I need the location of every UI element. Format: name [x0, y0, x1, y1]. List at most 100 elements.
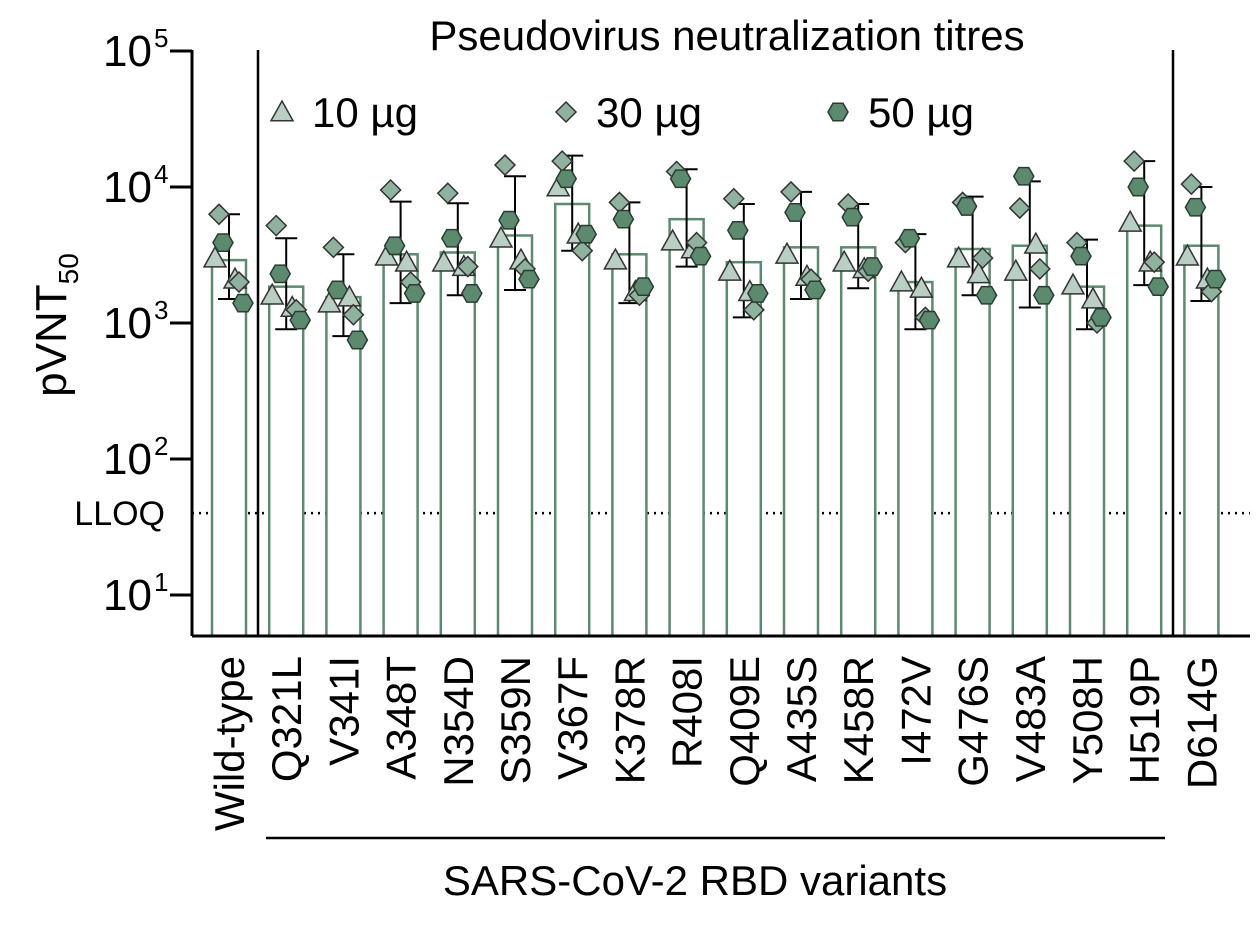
x-tick-label: V341I [320, 656, 367, 766]
data-point-hexagon [1032, 285, 1055, 305]
bar [1011, 244, 1049, 638]
bar [1068, 285, 1106, 638]
data-point-diamond [779, 180, 803, 203]
data-point-triangle [909, 275, 934, 298]
data-point-hexagon [689, 246, 712, 266]
data-point-hexagon [269, 264, 292, 284]
legend-marker-diamond [554, 100, 578, 124]
data-point-triangle [1080, 286, 1106, 309]
x-tick-label: V483A [1007, 656, 1054, 782]
x-tick-label: H519P [1121, 656, 1168, 784]
x-tick-label: K378R [606, 656, 653, 784]
x-tick-label: G476S [950, 656, 997, 787]
data-point-hexagon [326, 280, 349, 300]
x-tick-label: I472V [892, 656, 939, 766]
data-point-diamond [456, 255, 479, 278]
data-point-hexagon [1090, 307, 1112, 327]
bar [897, 280, 934, 638]
data-point-triangle [946, 245, 971, 268]
x-tick-label: S359N [492, 656, 539, 784]
bar [782, 246, 820, 638]
data-point-triangle [1023, 231, 1049, 254]
data-point-hexagon [1070, 246, 1092, 266]
y-axis-label-base: pVNT [27, 284, 76, 396]
data-point-hexagon [1127, 177, 1150, 197]
legend-marker-hexagon [827, 102, 849, 122]
bar [210, 258, 248, 638]
data-point-diamond [342, 303, 365, 326]
data-point-diamond [207, 203, 231, 226]
data-point-hexagon [232, 293, 254, 313]
data-point-hexagon [440, 228, 463, 248]
y-tick-exponent: 4 [154, 159, 168, 189]
chart-title: Pseudovirus neutralization titres [429, 12, 1024, 59]
x-tick-label: A435S [778, 656, 825, 782]
data-point-hexagon [1012, 166, 1035, 186]
data-point-diamond [571, 239, 594, 262]
y-tick-exponent: 2 [154, 431, 168, 461]
data-point-triangle [966, 261, 991, 284]
data-point-hexagon [383, 236, 406, 256]
bar [439, 251, 477, 638]
bar [839, 246, 877, 638]
y-tick-exponent: 5 [154, 23, 168, 53]
data-point-hexagon [346, 330, 369, 350]
data-point-triangle [1175, 243, 1200, 266]
plot-area [192, 50, 1250, 638]
data-point-hexagon [918, 310, 941, 330]
data-point-hexagon [1204, 269, 1227, 289]
y-tick-label: 10 [103, 435, 152, 484]
x-tick-label: V367F [549, 656, 596, 780]
data-point-hexagon [460, 284, 483, 303]
data-point-diamond [608, 191, 631, 214]
data-point-triangle [317, 290, 342, 313]
data-point-diamond [379, 178, 402, 202]
data-point-triangle [889, 269, 914, 292]
legend-label: 10 µg [312, 89, 418, 136]
data-point-diamond [436, 182, 459, 205]
data-point-diamond [742, 298, 765, 321]
data-point-diamond [971, 247, 994, 270]
data-point-triangle [603, 247, 628, 270]
y-tick-label: 10 [103, 571, 152, 620]
data-point-triangle [202, 245, 228, 268]
data-point-triangle [488, 225, 514, 248]
bar [267, 285, 305, 638]
data-point-hexagon [1184, 197, 1207, 217]
bar [496, 234, 534, 638]
data-point-triangle [1060, 272, 1086, 295]
data-point-hexagon [975, 285, 998, 305]
x-tick-label: K458R [835, 656, 882, 784]
legend-label: 50 µg [868, 89, 974, 136]
y-axis-label: pVNT50 [27, 253, 84, 397]
data-point-diamond [1123, 150, 1146, 173]
data-point-hexagon [403, 284, 426, 303]
data-point-hexagon [898, 228, 921, 248]
data-point-triangle [259, 282, 285, 305]
legend: 10 µg 30 µg 50 µg [269, 89, 974, 136]
x-tick-label: A348T [378, 656, 425, 780]
data-point-diamond [493, 153, 517, 177]
x-tick-label: N354D [435, 656, 482, 787]
data-point-triangle [717, 258, 743, 281]
bar [553, 202, 591, 638]
x-tick-label: Y508H [1064, 656, 1111, 784]
legend-label: 30 µg [596, 89, 702, 136]
y-tick-label: 10 [103, 27, 152, 76]
y-tick-label: 10 [103, 299, 152, 348]
data-point-triangle [1117, 209, 1143, 232]
data-point-diamond [551, 150, 574, 173]
bar [954, 247, 991, 638]
data-point-hexagon [1147, 277, 1170, 297]
y-axis-label-subscript: 50 [53, 253, 84, 284]
bar [325, 295, 362, 638]
data-point-diamond [265, 214, 288, 237]
data-point-hexagon [632, 277, 655, 297]
x-tick-label: Q409E [721, 656, 768, 787]
bar [1183, 244, 1220, 638]
data-point-hexagon [861, 257, 884, 276]
data-point-triangle [1003, 258, 1029, 281]
data-point-hexagon [575, 224, 598, 244]
